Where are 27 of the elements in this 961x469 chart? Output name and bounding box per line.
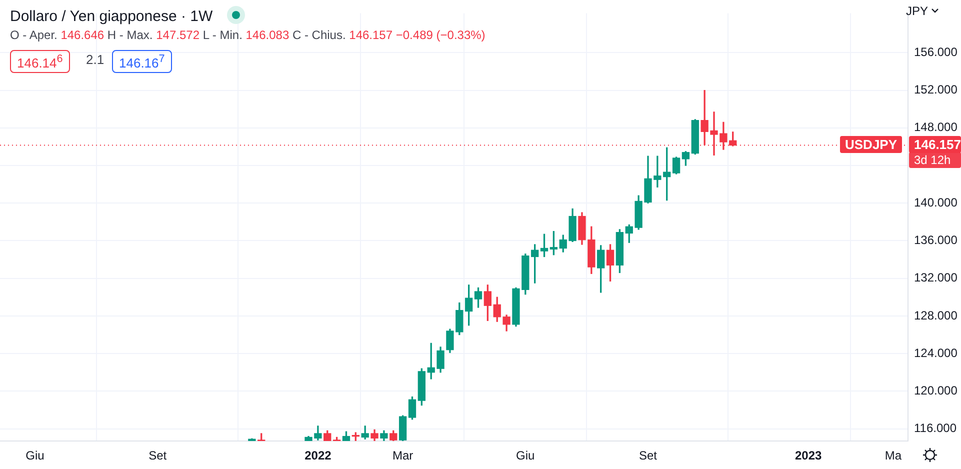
x-tick-label: 2023 — [794, 448, 822, 463]
x-tick-label: 2022 — [304, 448, 332, 463]
annotation: 146.16$^{7}$ — [112, 50, 172, 74]
y-tick-label: 120.000 — [914, 383, 958, 398]
annotation: 2.1 — [85, 51, 106, 69]
annotation: 146.14$^{6}$ — [10, 50, 70, 74]
y-tick-label: 148.000 — [914, 120, 958, 134]
y-tick-label: 136.000 — [914, 233, 958, 248]
x-tick-label: Giu — [516, 448, 535, 463]
y-tick-label: 116.000 — [914, 421, 957, 436]
y-tick-label: 152.000 — [914, 82, 958, 97]
y-tick-label: 128.000 — [914, 308, 958, 322]
y-tick-label: 140.000 — [914, 195, 958, 210]
y-axis-title: JPY — [906, 4, 929, 18]
x-tick-label: Mar — [392, 448, 414, 463]
x-tick-label: Set — [148, 448, 168, 463]
annotation: 146.157 — [349, 28, 393, 42]
y-tick-label: 132.000 — [914, 270, 958, 285]
ref-line-label: USDJPY — [840, 136, 902, 154]
chart-title: Dollaro / Yen giapponese · 1W — [10, 7, 214, 25]
y-tick-label: 156.000 — [914, 45, 958, 59]
y-tick-label: 124.000 — [914, 346, 958, 360]
text: 146.157 — [914, 137, 961, 152]
text: 3d 12h — [909, 152, 961, 168]
x-tick-label: Ma — [884, 448, 902, 463]
x-tick-label: Set — [638, 448, 658, 463]
x-tick-label: Giu — [26, 448, 44, 463]
